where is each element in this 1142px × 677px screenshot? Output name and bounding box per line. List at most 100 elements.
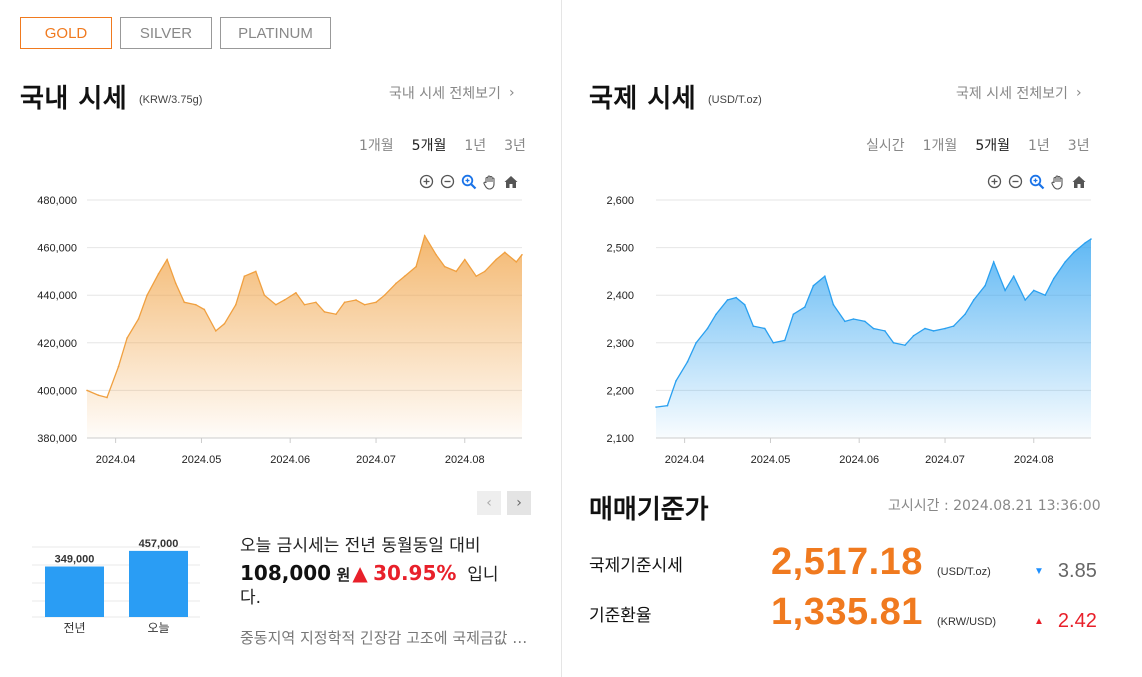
data-point — [892, 342, 895, 344]
data-point — [363, 303, 366, 306]
summary-won: 원 — [336, 566, 351, 584]
zoom-out-icon[interactable] — [439, 173, 456, 190]
period-3y[interactable]: 3년 — [504, 138, 526, 154]
x-tick-label: 2024.04 — [665, 454, 705, 466]
period-5m[interactable]: 5개월 — [411, 138, 447, 154]
data-point — [203, 308, 206, 311]
data-point — [435, 253, 437, 256]
period-1m[interactable]: 1개월 — [922, 138, 958, 154]
data-point — [214, 330, 217, 332]
data-point — [395, 282, 397, 285]
data-point — [1032, 289, 1035, 292]
bar — [129, 550, 188, 617]
data-point — [952, 325, 955, 327]
intl-title: 국제 시세 — [589, 84, 697, 114]
pager-prev-button[interactable]: ‹ — [477, 491, 501, 515]
metal-tabs: GOLD SILVER PLATINUM — [20, 17, 331, 49]
domestic-more-label: 국내 시세 전체보기 — [389, 86, 501, 102]
y-tick-label: 440,000 — [37, 290, 77, 302]
data-point — [275, 303, 277, 306]
news-headline-link[interactable]: 중동지역 지정학적 긴장감 고조에 국제금값 상승세 — [240, 629, 530, 647]
data-point — [715, 313, 717, 316]
row-label-exchange: 기준환율 — [589, 606, 652, 626]
period-3y[interactable]: 3년 — [1067, 138, 1090, 154]
zoom-in-icon[interactable] — [986, 173, 1003, 190]
pan-hand-icon[interactable] — [481, 173, 498, 190]
data-point — [343, 301, 346, 304]
data-point — [463, 258, 466, 261]
data-point — [146, 294, 148, 296]
data-point — [752, 325, 755, 327]
data-point — [1084, 242, 1087, 244]
summary-line1: 오늘 금시세는 전년 동월동일 대비 — [240, 536, 481, 556]
row-value-intl-base: 2,517.18 — [771, 541, 923, 583]
domestic-title: 국내 시세 — [20, 84, 128, 114]
y-tick-label: 2,400 — [606, 290, 634, 302]
x-tick-label: 2024.08 — [1014, 454, 1054, 466]
data-point — [335, 313, 337, 316]
period-1y[interactable]: 1년 — [1027, 138, 1050, 154]
zoom-out-icon[interactable] — [1007, 173, 1024, 190]
data-point — [904, 344, 906, 346]
row-change-exchange: ▲ 2.42 — [1034, 610, 1097, 633]
data-point — [403, 275, 406, 277]
zoom-in-icon[interactable] — [418, 173, 435, 190]
summary-amount: 108,000 — [240, 561, 332, 585]
x-tick-label: 2024.06 — [270, 454, 310, 466]
period-1y[interactable]: 1년 — [464, 138, 487, 154]
zoom-select-icon[interactable] — [1028, 173, 1045, 190]
bar-category-label: 오늘 — [147, 621, 169, 635]
data-point — [355, 299, 357, 301]
tab-gold[interactable]: GOLD — [20, 17, 112, 49]
data-point — [223, 322, 226, 325]
zoom-select-icon[interactable] — [460, 173, 477, 190]
data-point — [194, 303, 197, 306]
summary-tail2: 다. — [240, 588, 262, 608]
data-point — [126, 337, 128, 339]
panel-divider — [561, 0, 562, 677]
data-point — [243, 275, 246, 277]
period-1m[interactable]: 1개월 — [359, 138, 394, 154]
year-compare-bar-chart: 349,000 전년 457,000 오늘 — [32, 538, 200, 635]
data-point — [726, 299, 729, 301]
series-area — [656, 239, 1091, 438]
data-point — [383, 294, 386, 296]
tab-silver[interactable]: SILVER — [120, 17, 212, 49]
bar-value-label: 349,000 — [55, 554, 95, 566]
y-tick-label: 460,000 — [37, 243, 77, 255]
intl-chart-tools — [986, 173, 1087, 190]
data-point — [521, 253, 523, 256]
data-point — [137, 318, 140, 320]
data-point — [415, 265, 417, 268]
data-point — [303, 303, 306, 306]
period-5m[interactable]: 5개월 — [975, 138, 1010, 154]
home-icon[interactable] — [502, 173, 519, 190]
data-point — [735, 296, 737, 299]
intl-more-link[interactable]: 국제 시세 전체보기 › — [956, 83, 1082, 103]
data-point — [804, 306, 806, 308]
y-tick-label: 420,000 — [37, 338, 77, 350]
data-point — [666, 404, 669, 407]
up-arrow-icon: ▲ — [352, 561, 368, 585]
data-point — [504, 251, 506, 254]
y-tick-label: 2,500 — [606, 243, 634, 255]
pan-hand-icon[interactable] — [1049, 173, 1066, 190]
data-point — [323, 311, 326, 313]
data-point — [166, 258, 168, 261]
summary-line2: 108,000 원 ▲ 30.95% 입니 — [240, 560, 530, 589]
data-point — [255, 270, 257, 273]
domestic-period-tabs: 1개월 5개월 1년 3년 — [359, 135, 526, 155]
data-point — [106, 396, 108, 399]
data-point — [783, 339, 786, 342]
data-point — [655, 406, 657, 408]
pager-next-button[interactable]: › — [507, 491, 531, 515]
domestic-more-link[interactable]: 국내 시세 전체보기 › — [389, 83, 515, 103]
domestic-unit: (KRW/3.75g) — [139, 94, 203, 106]
row-unit-exchange: (KRW/USD) — [937, 616, 997, 628]
tab-platinum[interactable]: PLATINUM — [220, 17, 331, 49]
data-point — [812, 284, 815, 287]
period-realtime[interactable]: 실시간 — [866, 138, 905, 154]
down-arrow-icon: ▼ — [1034, 566, 1044, 577]
home-icon[interactable] — [1070, 173, 1087, 190]
summary-tail: 입니 — [467, 565, 499, 585]
